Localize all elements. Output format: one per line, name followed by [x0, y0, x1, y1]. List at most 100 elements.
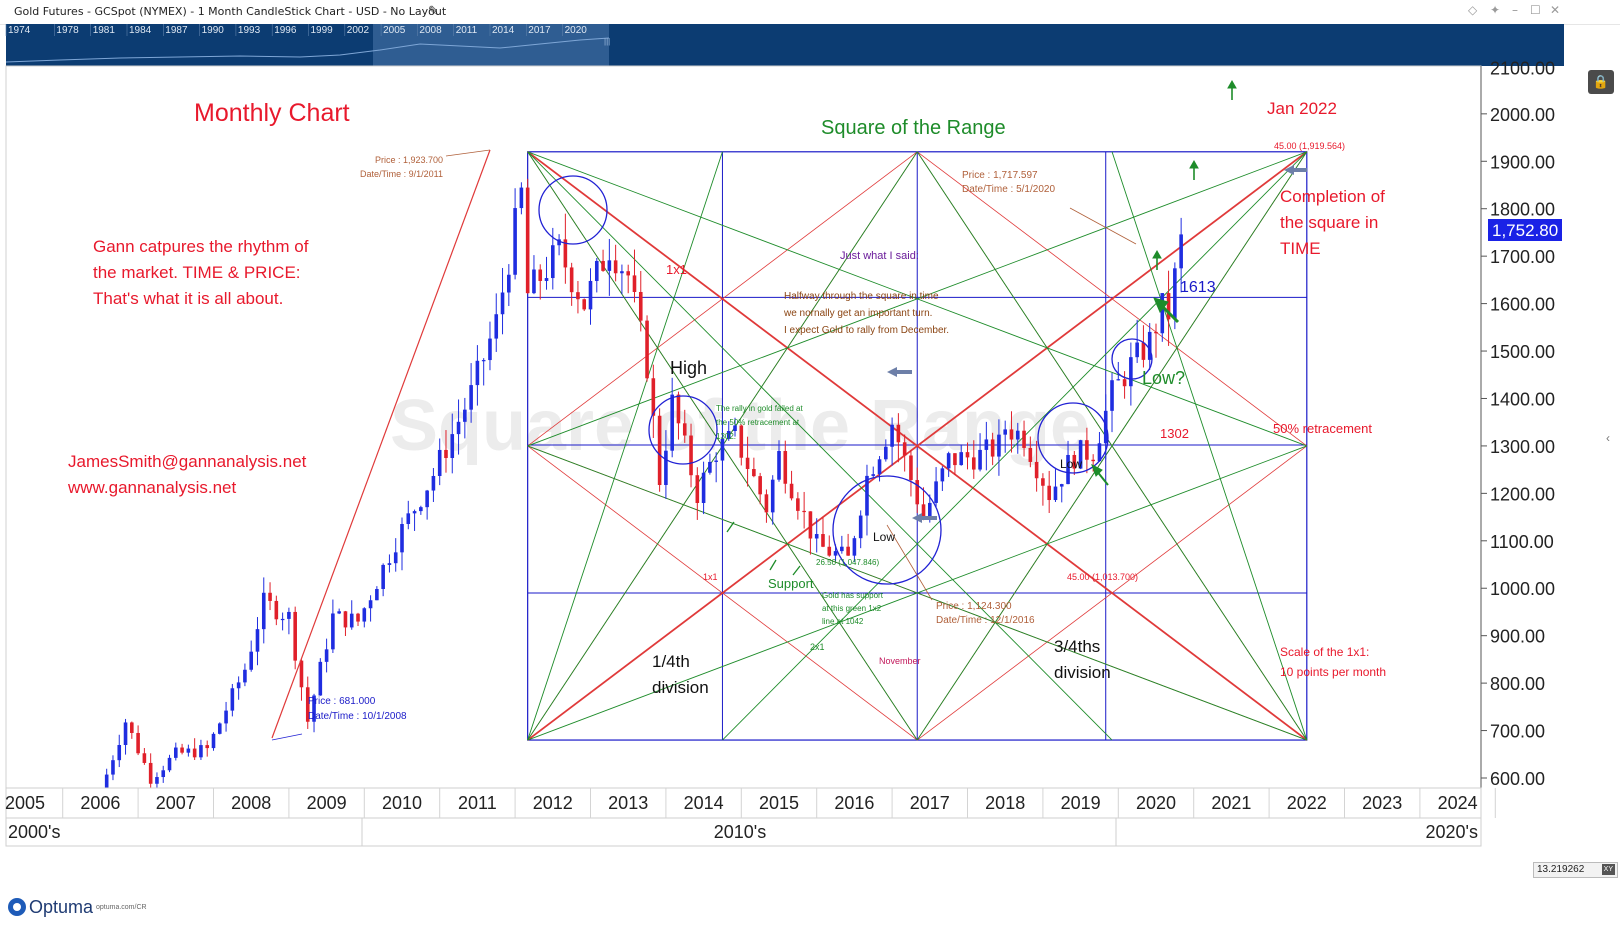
- candle-body: [343, 611, 348, 628]
- x-tick-label: 2015: [759, 793, 799, 813]
- candle-body: [431, 475, 436, 491]
- candle-body: [538, 269, 543, 281]
- navigator-year-label: 1984: [129, 25, 152, 36]
- candle-body: [155, 777, 159, 784]
- gann-text-1: Gann catpures the rhythm of: [93, 237, 309, 256]
- circle-low-question: [1111, 338, 1153, 380]
- y-tick-label: 2100.00: [1490, 58, 1555, 78]
- price-tag-bottom-mid: 45.00 (1,013.700): [1067, 572, 1138, 582]
- candle-body: [676, 394, 681, 424]
- candle-body: [469, 385, 473, 410]
- candle-body: [959, 452, 964, 466]
- contact-website[interactable]: www.gannanalysis.net: [67, 478, 236, 497]
- candle-body: [632, 275, 637, 292]
- diamond-icon[interactable]: ◇: [1468, 3, 1478, 17]
- candle-body: [136, 732, 140, 754]
- navigator-background: [6, 24, 1564, 66]
- candle-body: [726, 430, 731, 439]
- candle-body: [777, 451, 781, 480]
- x-tick-label: 2021: [1211, 793, 1251, 813]
- candle-body: [1078, 440, 1083, 469]
- candle-body: [111, 760, 115, 775]
- candle-body: [733, 425, 737, 431]
- candle-body: [789, 483, 794, 499]
- candle-body: [1028, 447, 1033, 462]
- navigator-year-label: 2008: [419, 25, 442, 36]
- candle-body: [940, 468, 945, 482]
- candle-body: [1166, 293, 1171, 320]
- x-tick-label: 2007: [156, 793, 196, 813]
- maximize-icon[interactable]: ☐: [1530, 3, 1541, 17]
- x-axis[interactable]: 2005 2006 2007 2008 2009 2010 2011 2012 2013 2014…: [5, 787, 1496, 847]
- footer-url[interactable]: optuma.com/CR: [96, 904, 147, 911]
- x-tick-label: 2010: [382, 793, 422, 813]
- gann-red-line: [527, 151, 918, 447]
- gann-green-line: [527, 151, 1307, 447]
- navigator-year-label: 1990: [202, 25, 225, 36]
- navigator-year-label: 1987: [165, 25, 188, 36]
- pin-icon[interactable]: ✦: [1490, 3, 1501, 17]
- candle-body: [444, 449, 448, 459]
- navigator[interactable]: ||| 1974 1978 1981 1984 1987 1990 1993 1996 1999…: [5, 24, 1564, 66]
- y-tick-label: 1000.00: [1490, 579, 1555, 599]
- candle-body: [990, 439, 995, 457]
- y-tick-label: 1200.00: [1490, 484, 1555, 504]
- level-1302-label: 1302: [1160, 426, 1189, 441]
- candle-body: [337, 611, 341, 614]
- x-tick-label: 2009: [307, 793, 347, 813]
- y-axis[interactable]: 600.00 700.00 800.00 900.00 1000.00 1100.00 12…: [1481, 58, 1555, 789]
- navigator-year-label: 2014: [492, 25, 515, 36]
- scale-note-2: 10 points per month: [1280, 665, 1386, 679]
- three-quarter-division-1: 3/4ths: [1054, 637, 1100, 656]
- candle-body: [833, 551, 838, 556]
- candle-body: [1122, 379, 1127, 387]
- candle-body: [406, 513, 411, 525]
- info-low2008-date: Date/Time : 10/1/2008: [308, 711, 407, 722]
- navigator-handle-icon[interactable]: |||: [604, 37, 610, 46]
- candle-body: [387, 563, 392, 565]
- lock-icon[interactable]: 🔒: [1588, 70, 1614, 94]
- candle-body: [670, 394, 674, 451]
- candle-body: [965, 452, 970, 458]
- chevron-left-icon[interactable]: ‹: [1606, 431, 1610, 445]
- minimize-icon[interactable]: –: [1512, 3, 1518, 17]
- candle-body: [463, 409, 467, 422]
- candle-body: [1059, 484, 1064, 487]
- navigator-year-label: 1996: [274, 25, 297, 36]
- candle-body: [802, 510, 806, 513]
- footer: Optuma optuma.com/CR: [0, 893, 1620, 927]
- window-title: Gold Futures - GCSpot (NYMEX) - 1 Month …: [14, 5, 447, 18]
- candle-body: [1097, 443, 1102, 462]
- candle-body: [551, 245, 555, 279]
- candle-body: [393, 552, 398, 564]
- candle-body: [720, 438, 725, 461]
- navigator-sparkline: [5, 37, 610, 63]
- close-icon[interactable]: ✕: [1550, 3, 1561, 17]
- candle-body: [821, 534, 825, 547]
- xy-toggle[interactable]: XY: [1601, 864, 1615, 875]
- scale-readout[interactable]: 13.219262 XY: [1533, 862, 1618, 878]
- candle-body: [236, 682, 241, 689]
- y-tick-label: 1100.00: [1490, 532, 1554, 552]
- support-note-2: at this green 1x2: [822, 604, 882, 613]
- candle-body: [243, 669, 247, 683]
- candle-body: [946, 453, 951, 469]
- candle-body: [1041, 478, 1045, 486]
- candle-body: [224, 710, 228, 724]
- candle-body: [783, 451, 788, 484]
- circle-high: [648, 395, 718, 465]
- y-tick-label: 1600.00: [1490, 295, 1555, 315]
- pen-icon[interactable]: ✎: [428, 3, 439, 18]
- candle-body: [331, 613, 335, 650]
- x-tick-label: 2016: [834, 793, 874, 813]
- candle-body: [1173, 268, 1177, 320]
- optuma-logo-icon: [8, 898, 26, 916]
- candle-body: [117, 745, 122, 761]
- y-tick-label: 1700.00: [1490, 247, 1555, 267]
- contact-email[interactable]: JamesSmith@gannanalysis.net: [68, 452, 307, 471]
- candle-body: [525, 187, 530, 294]
- trend-line-2008-2011: [271, 149, 491, 739]
- x-tick-label: 2006: [80, 793, 120, 813]
- candle-body: [375, 588, 379, 601]
